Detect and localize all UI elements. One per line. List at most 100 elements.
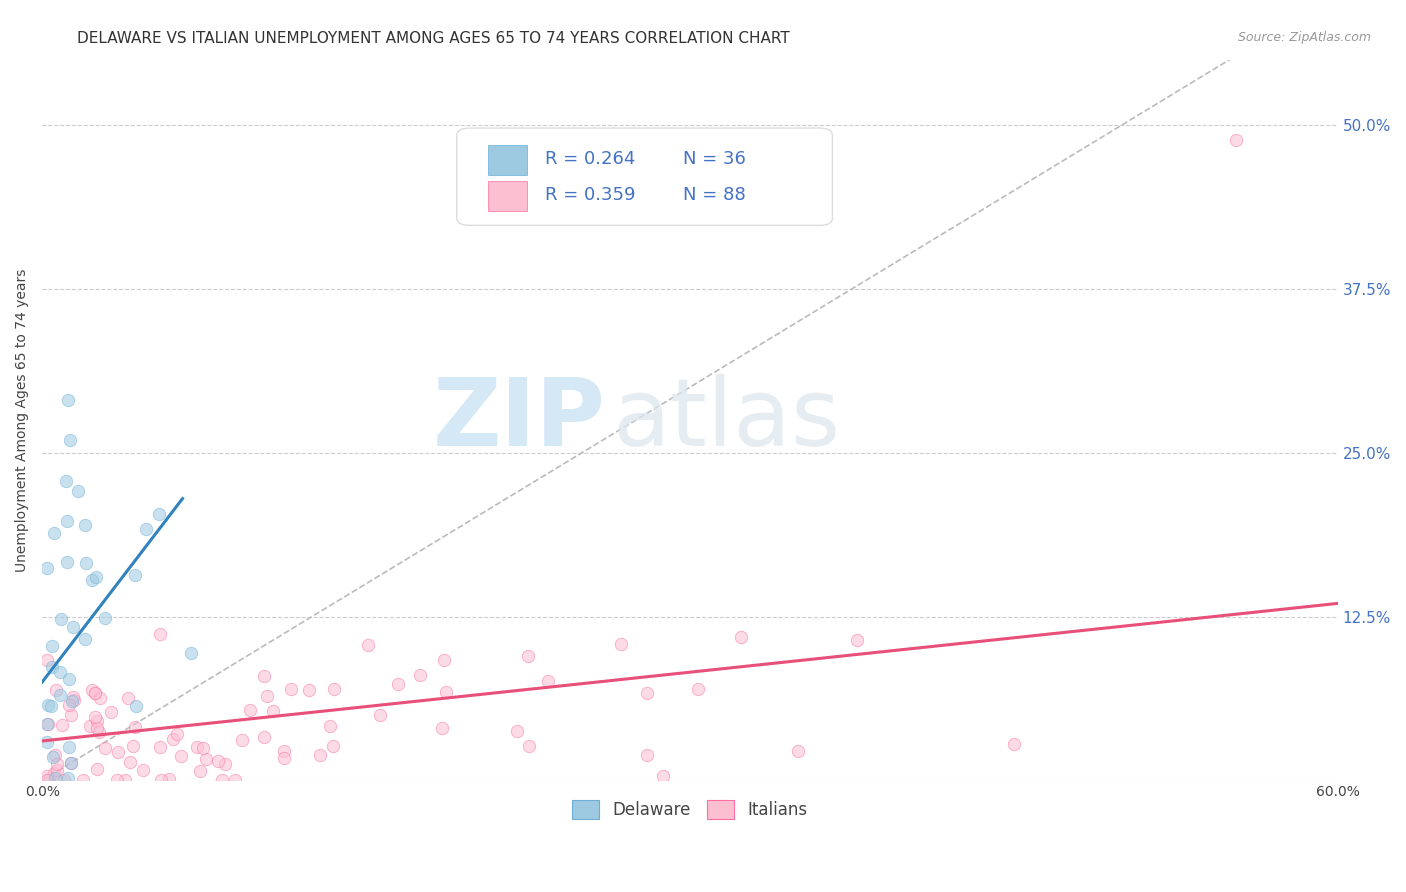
Text: R = 0.264: R = 0.264 [546,150,636,168]
Point [262,704,284,718]
Point [72,773,94,788]
Point [60,693,83,707]
Point [75,632,97,646]
Point [42,749,65,764]
Point [55,474,77,488]
Point [51,718,73,732]
Point [42,765,65,780]
Point [730,631,752,645]
Point [38,772,60,787]
Point [37,698,59,713]
Point [193,740,215,755]
Point [87,725,110,739]
Point [83,686,105,700]
Point [357,639,380,653]
Point [60,756,83,770]
Point [188,764,211,778]
Text: Source: ZipAtlas.com: Source: ZipAtlas.com [1237,31,1371,45]
FancyBboxPatch shape [488,181,527,211]
Point [207,754,229,768]
Point [321,739,343,753]
Point [610,637,633,651]
Point [409,668,432,682]
Point [107,745,129,759]
Text: atlas: atlas [612,374,841,466]
Point [194,752,217,766]
Point [537,673,560,688]
Y-axis label: Unemployment Among Ages 65 to 74 years: Unemployment Among Ages 65 to 74 years [15,268,30,572]
Point [298,682,321,697]
Point [309,747,332,762]
Point [169,749,191,764]
Point [84,570,107,584]
Point [46,763,69,777]
Point [75,517,97,532]
Point [135,521,157,535]
Point [82,683,104,698]
Point [211,773,233,788]
Point [94,611,117,625]
Point [86,763,108,777]
Point [79,719,101,733]
Point [94,740,117,755]
Point [124,721,146,735]
Point [516,649,538,664]
Point [66,483,89,498]
Point [280,682,302,697]
Text: N = 36: N = 36 [683,150,747,168]
Point [49,612,72,626]
Point [651,769,673,783]
Point [114,773,136,788]
Point [83,686,105,700]
Point [59,756,82,770]
Point [75,557,97,571]
Point [44,771,66,785]
Point [82,573,104,587]
Point [105,773,128,788]
Point [323,682,346,697]
Point [434,685,457,699]
Point [63,693,86,707]
Point [273,751,295,765]
Text: N = 88: N = 88 [683,186,747,204]
Point [319,719,342,733]
Point [786,744,808,758]
Point [45,756,67,771]
Point [368,707,391,722]
Point [124,567,146,582]
Point [506,724,529,739]
Text: R = 0.359: R = 0.359 [546,186,636,204]
Point [150,773,173,788]
Point [686,681,709,696]
Point [224,773,246,788]
Point [100,706,122,720]
Point [53,773,76,788]
FancyBboxPatch shape [457,128,832,226]
Point [121,739,143,753]
Point [252,730,274,744]
Point [162,732,184,747]
Point [239,703,262,717]
FancyBboxPatch shape [488,145,527,175]
Point [58,698,80,713]
Point [157,772,180,786]
Point [62,690,84,704]
Point [45,682,67,697]
Point [41,639,63,653]
Point [273,744,295,758]
Point [166,727,188,741]
Point [55,555,77,569]
Point [39,698,62,713]
Point [84,710,107,724]
Point [49,688,72,702]
Point [58,771,80,785]
Point [846,633,869,648]
Point [214,757,236,772]
Text: DELAWARE VS ITALIAN UNEMPLOYMENT AMONG AGES 65 TO 74 YEARS CORRELATION CHART: DELAWARE VS ITALIAN UNEMPLOYMENT AMONG A… [77,31,790,46]
Point [41,660,63,674]
Legend: Delaware, Italians: Delaware, Italians [565,794,814,826]
Point [35,561,58,575]
Point [56,514,79,528]
Point [186,740,208,755]
Point [44,748,66,763]
